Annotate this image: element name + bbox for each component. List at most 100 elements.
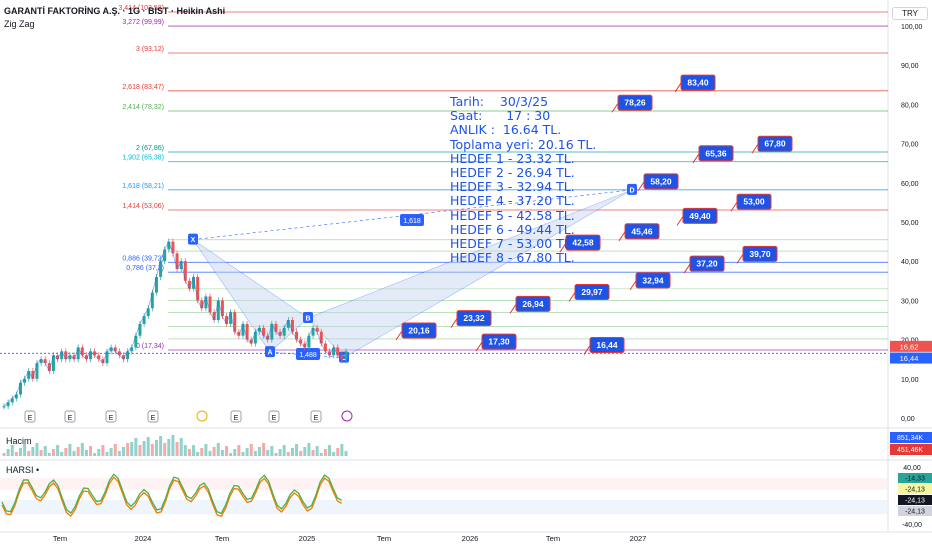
volume-bar: [220, 450, 224, 456]
harsi-pane-label: HARSI •: [6, 465, 40, 475]
target-box: [515, 295, 551, 312]
target-box: [698, 145, 734, 162]
candle-body: [299, 339, 303, 344]
volume-bar: [39, 450, 43, 456]
target-callout: [676, 216, 684, 226]
pattern-point-label: B: [305, 316, 310, 323]
harsi-badge-label: -24,13: [905, 487, 925, 494]
pattern-point-label: A: [267, 350, 272, 357]
symbol-title: GARANTİ FAKTORİNG A.Ş. · 1G · BIST · Hei…: [4, 6, 226, 16]
target-box-label: 39,70: [749, 249, 771, 259]
candle-body: [241, 323, 245, 336]
time-tick-label: Tem: [53, 534, 67, 543]
volume-bar: [295, 444, 299, 456]
volume-bar: [105, 452, 109, 456]
harmonic-xab: [192, 239, 309, 353]
harsi-tick-label: -40,00: [902, 522, 922, 529]
candle-body: [220, 300, 224, 317]
target-box: [736, 193, 772, 210]
volume-bar: [315, 446, 319, 456]
target-box-label: 20,16: [408, 325, 430, 335]
currency-badge[interactable]: TRY: [892, 7, 928, 20]
candle-body: [225, 316, 229, 324]
pattern-point-a: [265, 346, 275, 358]
candle-body: [121, 355, 125, 360]
volume-bar: [134, 438, 138, 456]
candle-body: [212, 312, 216, 320]
earnings-marker: [230, 410, 242, 423]
candle-body: [2, 406, 6, 408]
volume-bar: [2, 453, 6, 456]
candle-body: [336, 347, 340, 356]
note-line: Tarih: 30/3/25: [450, 94, 549, 109]
candle-body: [216, 300, 220, 320]
volume-bar: [60, 452, 64, 456]
note-line: HEDEF 1 - 23.32 TL.: [450, 150, 575, 166]
candle-body: [84, 355, 88, 360]
volume-bar: [204, 444, 208, 456]
earnings-label: E: [314, 415, 319, 422]
volume-bar: [229, 453, 233, 456]
target-callout: [450, 318, 458, 328]
target-box: [456, 310, 492, 327]
target-box-label: 37,20: [696, 259, 718, 269]
volume-bar: [225, 446, 229, 456]
target-callout: [395, 330, 403, 341]
volume-badge: [890, 432, 932, 443]
target-box-label: 58,20: [650, 176, 672, 186]
volume-bar: [319, 453, 323, 456]
ratio-label: 1,618: [403, 218, 421, 225]
volume-bar: [130, 442, 134, 456]
candle-body: [76, 347, 80, 360]
volume-bar: [18, 448, 22, 456]
indicator-name: Zig Zag: [4, 19, 35, 29]
fib-level-label: 1,902 (65,38): [122, 155, 164, 162]
fib-level-label: 3,414 (103,58): [118, 5, 164, 12]
ratio-box: [296, 348, 320, 360]
volume-bar: [237, 445, 241, 456]
candle-body: [68, 355, 72, 360]
volume-bar: [159, 436, 163, 456]
candle-body: [262, 327, 266, 336]
candle-body: [192, 276, 196, 289]
candle-body: [266, 335, 270, 340]
volume-bar: [175, 442, 179, 456]
candle-body: [51, 355, 55, 371]
volume-bar: [154, 440, 158, 456]
target-box: [742, 245, 778, 262]
candle-body: [340, 355, 344, 360]
harsi-badge-label: -14,33: [905, 476, 925, 483]
candle-body: [303, 343, 307, 348]
volume-bar: [80, 443, 84, 456]
note-line: HEDEF 7 - 53.00 TL.: [450, 236, 575, 252]
target-box-label: 23,32: [463, 313, 485, 323]
volume-bar: [163, 443, 167, 456]
split-marker: [341, 410, 353, 422]
note-line: HEDEF 3 - 32.94 TL.: [450, 179, 575, 195]
harsi-rsi-line: [1, 473, 343, 515]
target-box: [481, 333, 517, 350]
volume-bar: [142, 441, 146, 456]
target-box-label: 67,80: [764, 139, 786, 149]
harsi-badge: [898, 495, 932, 505]
volume-bar: [208, 451, 212, 456]
candle-body: [101, 359, 105, 364]
target-callout: [751, 143, 759, 154]
earnings-marker: [24, 410, 36, 423]
time-tick-label: Tem: [546, 534, 560, 543]
volume-bar: [84, 450, 88, 456]
target-callout: [475, 341, 483, 352]
volume-bar: [121, 447, 125, 456]
target-box: [617, 94, 653, 111]
price-tick-label: 100,00: [901, 24, 923, 31]
note-line: HEDEF 8 - 67.80 TL.: [450, 250, 575, 266]
target-callout: [674, 82, 682, 93]
candle-body: [295, 331, 299, 340]
volume-bar: [323, 449, 327, 456]
volume-bar: [233, 449, 237, 456]
candle-body: [31, 370, 35, 379]
target-box: [401, 322, 437, 339]
harsi-tick-label: 40,00: [903, 465, 921, 472]
target-box-label: 78,26: [624, 98, 646, 108]
